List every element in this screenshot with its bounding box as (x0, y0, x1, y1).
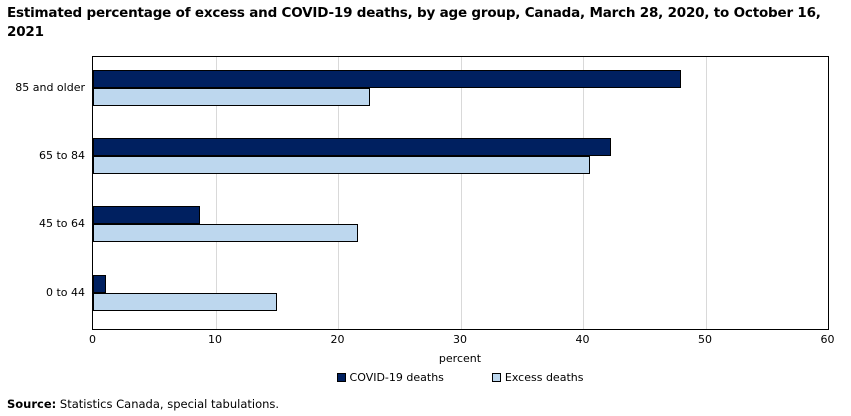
x-axis-tick: 50 (698, 333, 712, 346)
legend-swatch-icon (336, 373, 346, 382)
bar-excess-deaths (93, 156, 591, 175)
legend-label: COVID-19 deaths (349, 371, 444, 384)
legend-item: Excess deaths (491, 371, 584, 384)
legend-label: Excess deaths (504, 371, 584, 384)
bar-covid-19-deaths (93, 274, 107, 293)
gridline (215, 57, 217, 329)
source-text: Statistics Canada, special tabulations. (59, 397, 280, 411)
x-axis-tick: 40 (575, 333, 590, 346)
legend-item: COVID-19 deaths (336, 371, 444, 384)
source-label: Source: (7, 397, 57, 411)
gridline (338, 57, 339, 329)
y-axis-label: 65 to 84 (38, 149, 85, 163)
legend: COVID-19 deaths Excess deaths (92, 371, 828, 384)
x-axis-tick: 20 (330, 333, 345, 346)
bar-covid-19-deaths (93, 206, 200, 225)
source-note: Source: Statistics Canada, special tabul… (7, 397, 279, 411)
gridline (583, 57, 584, 329)
x-axis-title: percent (438, 352, 482, 365)
y-axis-label: 0 to 44 (45, 285, 85, 299)
x-axis-tick: 10 (208, 333, 222, 346)
y-axis-label: 45 to 64 (38, 217, 85, 231)
x-axis-tick: 60 (820, 333, 835, 346)
chart-title: Estimated percentage of excess and COVID… (7, 5, 821, 40)
y-axis-label: 85 and older (15, 81, 85, 94)
legend-swatch-icon (491, 373, 501, 382)
bar-excess-deaths (93, 88, 370, 106)
x-axis-tick: 0 (89, 333, 96, 346)
bar-covid-19-deaths (93, 138, 612, 157)
gridline (705, 57, 707, 329)
x-axis-tick: 30 (453, 333, 467, 346)
gridline (460, 57, 462, 329)
bar-covid-19-deaths (93, 70, 681, 88)
bar-excess-deaths (93, 292, 277, 311)
bar-excess-deaths (93, 224, 358, 243)
plot-area (92, 56, 829, 330)
